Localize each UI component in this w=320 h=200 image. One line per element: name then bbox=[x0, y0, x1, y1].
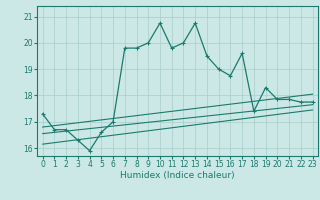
X-axis label: Humidex (Indice chaleur): Humidex (Indice chaleur) bbox=[120, 171, 235, 180]
